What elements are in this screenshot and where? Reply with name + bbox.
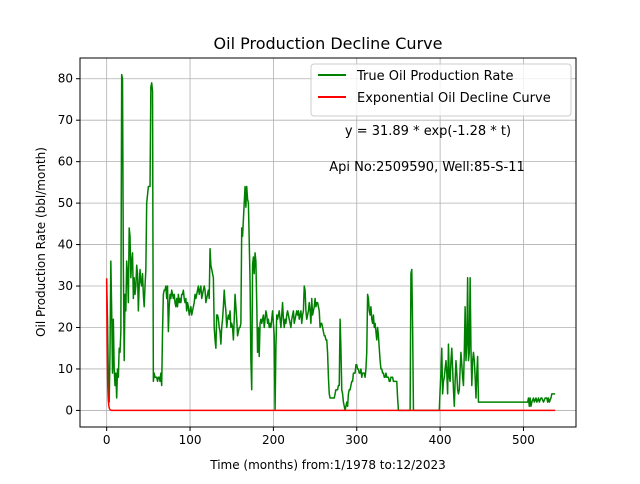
- x-axis-ticks: 0 100 200 300 400 500: [103, 427, 535, 447]
- legend-label-exponential: Exponential Oil Decline Curve: [357, 91, 551, 106]
- series-line-true-rate: [105, 73, 556, 412]
- legend: True Oil Production Rate Exponential Oil…: [310, 63, 572, 117]
- equation-annotation: y = 31.89 * exp(-1.28 * t): [345, 124, 511, 139]
- x-tick-label: 0: [103, 433, 111, 447]
- chart-title: Oil Production Decline Curve: [214, 34, 443, 53]
- y-axis-ticks: 0 10 20 30 40 50 60 70 80: [58, 72, 80, 417]
- legend-label-true-rate: True Oil Production Rate: [356, 69, 513, 84]
- series-line-exponential: [105, 278, 556, 412]
- x-tick-label: 500: [512, 433, 535, 447]
- x-tick-label: 200: [262, 433, 285, 447]
- y-tick-label: 50: [58, 196, 73, 210]
- y-tick-label: 10: [58, 362, 73, 376]
- y-tick-label: 60: [58, 155, 73, 169]
- x-axis-label: Time (months) from:1/1978 to:12/2023: [209, 458, 446, 472]
- plot-frame: [79, 57, 577, 428]
- y-tick-label: 20: [58, 320, 73, 334]
- x-tick-label: 400: [429, 433, 452, 447]
- y-tick-label: 80: [58, 72, 73, 86]
- series-layer: [105, 73, 556, 412]
- y-tick-label: 70: [58, 113, 73, 127]
- y-tick-label: 40: [58, 238, 73, 252]
- y-axis-label: Oil Production Rate (bbl/month): [34, 147, 48, 337]
- well-annotation: Api No:2509590, Well:85-S-11: [329, 160, 525, 175]
- y-tick-label: 30: [58, 279, 73, 293]
- legend-box: [310, 63, 572, 117]
- x-tick-label: 300: [345, 433, 368, 447]
- y-tick-label: 0: [65, 403, 73, 417]
- x-tick-label: 100: [179, 433, 202, 447]
